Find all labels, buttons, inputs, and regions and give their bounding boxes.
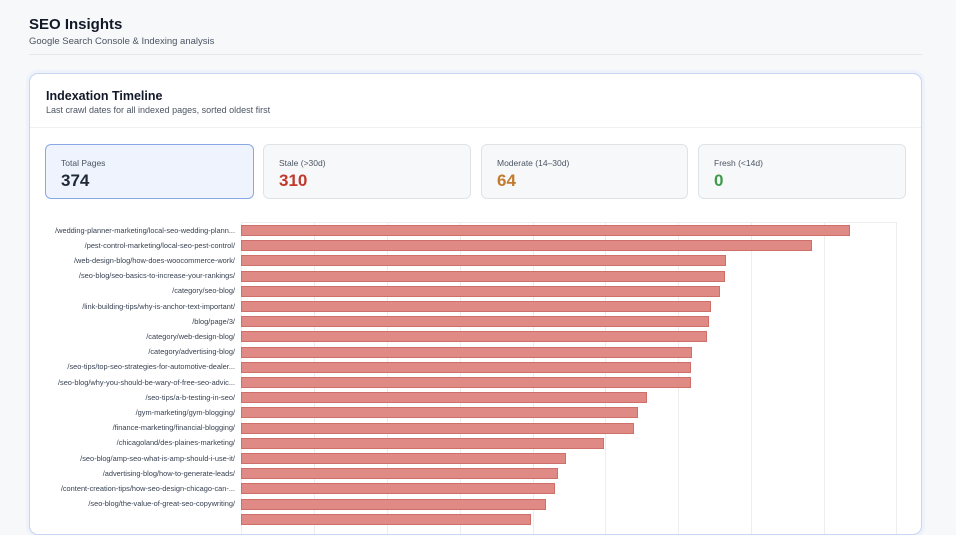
chart-bar[interactable] — [241, 316, 709, 328]
chart-row-label: /seo-tips/top-seo-strategies-for-automot… — [67, 362, 235, 372]
chart-bar[interactable] — [241, 255, 727, 267]
chart-row-label: /seo-blog/amp-seo-what-is-amp-should-i-u… — [80, 453, 235, 463]
chart-bar[interactable] — [241, 422, 634, 434]
chart-row-label: /blog/page/3/ — [192, 316, 235, 326]
chart-bar[interactable] — [241, 225, 851, 236]
chart-bar[interactable] — [241, 453, 567, 464]
chart-row-label: /web-design-blog/how-does-woocommerce-wo… — [73, 255, 235, 265]
stat-value: 0 — [714, 171, 724, 190]
stat-card-stale[interactable]: Stale (>30d) 310 — [263, 144, 471, 199]
app-subtitle: Google Search Console & Indexing analysi… — [29, 36, 215, 47]
app-title: SEO Insights — [29, 16, 123, 33]
chart-bar[interactable] — [241, 346, 693, 358]
chart-grid-line — [824, 222, 826, 534]
chart-bar[interactable] — [241, 468, 559, 480]
chart-row-label: /wedding-planner-marketing/local-seo-wed… — [55, 225, 235, 235]
app-header: SEO Insights Google Search Console & Ind… — [29, 16, 922, 55]
chart-row-label: /finance-marketing/financial-blogging/ — [112, 423, 235, 433]
chart-bar[interactable] — [241, 285, 720, 297]
stat-label: Stale (>30d) — [279, 158, 326, 168]
chart-row-label: /category/web-design-blog/ — [146, 331, 235, 341]
chart-row-label: /category/seo-blog/ — [172, 286, 235, 296]
stat-value: 64 — [497, 171, 516, 190]
chart-bar[interactable] — [241, 513, 532, 525]
panel-title: Indexation Timeline — [46, 89, 163, 103]
chart-row-label: /seo-blog/why-you-should-be-wary-of-free… — [57, 377, 235, 387]
indexation-timeline-panel: Indexation Timeline Last crawl dates for… — [29, 73, 922, 535]
stat-card-fresh[interactable]: Fresh (<14d) 0 — [698, 144, 906, 199]
chart-row-label: /chicagoland/des-plaines-marketing/ — [116, 438, 235, 448]
chart-bar[interactable] — [241, 361, 692, 373]
stat-value: 374 — [61, 171, 90, 190]
stat-label: Total Pages — [61, 158, 106, 168]
chart-row-label: /seo-tips/a-b-testing-in-seo/ — [145, 392, 235, 402]
stat-card-moderate[interactable]: Moderate (14–30d) 64 — [481, 144, 688, 199]
chart-row-label: /pest-control-marketing/local-seo-pest-c… — [84, 240, 235, 250]
chart-row-label: /gym-marketing/gym-blogging/ — [135, 407, 235, 417]
chart-row-label: /content-creation-tips/how-seo-design-ch… — [60, 483, 235, 493]
chart-bar[interactable] — [241, 437, 604, 449]
stat-value: 310 — [279, 171, 308, 190]
chart-bar[interactable] — [241, 498, 547, 510]
stat-label: Moderate (14–30d) — [497, 158, 570, 168]
chart-row-label: /seo-blog/the-value-of-great-seo-copywri… — [88, 499, 235, 509]
stat-label: Fresh (<14d) — [714, 158, 763, 168]
chart-row-label: /seo-blog/seo-basics-to-increase-your-ra… — [78, 271, 235, 281]
chart-bar[interactable] — [241, 407, 639, 419]
chart-bar[interactable] — [241, 301, 712, 312]
stat-card-total-pages[interactable]: Total Pages 374 — [45, 144, 254, 199]
chart-row-label: /link-building-tips/why-is-anchor-text-i… — [82, 301, 235, 311]
chart-bar[interactable] — [241, 377, 691, 388]
chart-bar[interactable] — [241, 392, 647, 404]
chart-bar[interactable] — [241, 483, 556, 495]
chart-row-label: /category/advertising-blog/ — [148, 347, 235, 357]
chart-grid-line — [751, 222, 753, 534]
chart-bar[interactable] — [241, 240, 812, 252]
chart-bar[interactable] — [241, 331, 707, 343]
chart-bar[interactable] — [241, 270, 725, 282]
panel-subtitle: Last crawl dates for all indexed pages, … — [46, 105, 271, 115]
indexation-bar-chart: /wedding-planner-marketing/local-seo-wed… — [30, 222, 921, 534]
chart-row-label: /advertising-blog/how-to-generate-leads/ — [102, 468, 235, 478]
panel-header: Indexation Timeline Last crawl dates for… — [30, 74, 921, 128]
